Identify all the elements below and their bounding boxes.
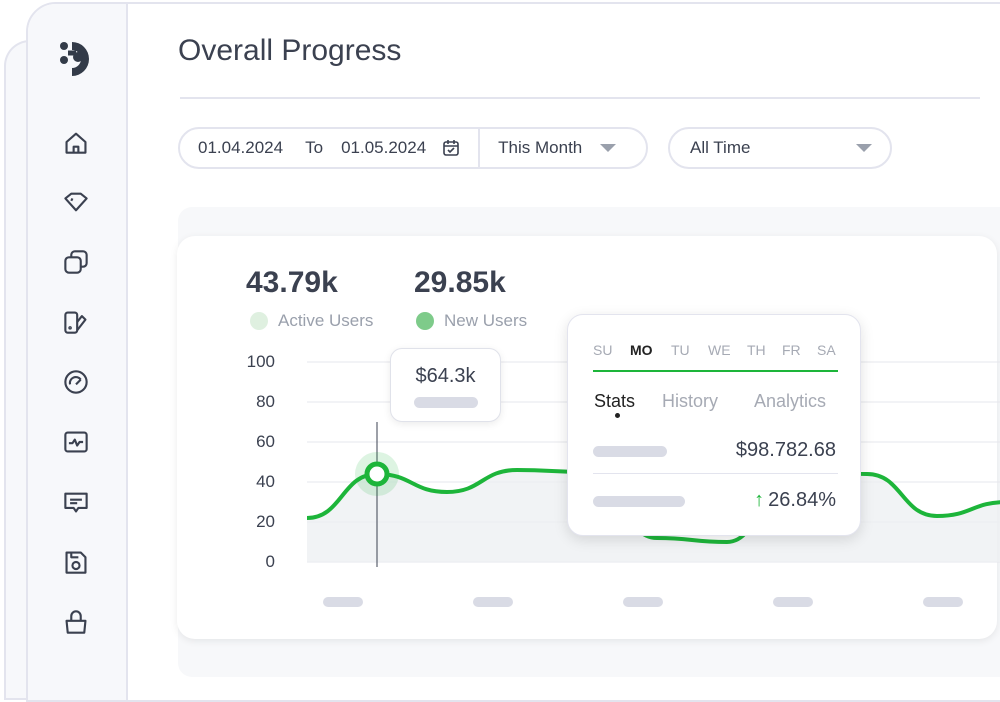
logo-icon <box>60 42 89 76</box>
y-tick-label: 80 <box>256 392 275 411</box>
home-icon <box>65 132 87 154</box>
sidebar-item-copy[interactable] <box>62 248 90 276</box>
tooltip-value: $64.3k <box>415 365 476 387</box>
y-tick-label: 20 <box>256 512 275 531</box>
calendar-icon[interactable] <box>442 139 460 157</box>
message-icon <box>64 492 88 513</box>
sidebar-item-speedometer[interactable] <box>62 368 90 396</box>
legend-dot <box>250 312 268 330</box>
copy-icon <box>64 250 88 274</box>
amount-value: $98.782.68 <box>735 439 836 461</box>
day-tu[interactable]: TU <box>671 342 690 358</box>
speedometer-icon <box>64 370 88 394</box>
chevron-down-icon <box>856 144 872 152</box>
sidebar-item-diamond[interactable] <box>62 188 90 216</box>
activity-icon <box>64 431 88 453</box>
period-select[interactable]: This Month <box>498 138 583 157</box>
day-underline <box>593 370 838 372</box>
sidebar <box>28 4 128 700</box>
tab-history[interactable]: History <box>662 391 719 411</box>
arrow-up-icon: ↑ <box>754 489 765 511</box>
sidebar-item-book-edit[interactable] <box>62 308 90 336</box>
range-select[interactable]: All Time <box>668 127 892 169</box>
x-tick-placeholder <box>323 597 363 607</box>
sidebar-item-message[interactable] <box>62 488 90 516</box>
date-to-input[interactable]: 01.05.2024 <box>341 138 427 157</box>
date-range-picker[interactable]: 01.04.2024 To 01.05.2024 This Month <box>178 127 648 169</box>
y-tick-label: 0 <box>265 552 275 571</box>
range-select-value: All Time <box>690 138 751 157</box>
stats-popup: SU MO TU WE TH FR SA Stats History Analytics $98… <box>567 314 861 536</box>
sidebar-item-activity[interactable] <box>62 428 90 456</box>
new-users-value: 29.85k <box>414 266 506 299</box>
day-sa[interactable]: SA <box>817 342 836 358</box>
tab-stats[interactable]: Stats <box>594 391 636 411</box>
legend-active-users: Active Users <box>250 311 373 331</box>
legend-dot <box>416 312 434 330</box>
series-line <box>306 465 1000 545</box>
y-tick-label: 60 <box>256 432 275 451</box>
bag-icon <box>65 610 87 634</box>
x-tick-placeholder <box>923 597 963 607</box>
y-tick-label: 100 <box>246 352 275 371</box>
x-tick-placeholder <box>473 597 513 607</box>
sidebar-item-save[interactable] <box>62 548 90 576</box>
tooltip-placeholder <box>413 397 478 408</box>
to-label: To <box>305 138 324 157</box>
day-th[interactable]: TH <box>747 342 766 358</box>
x-tick-placeholder <box>773 597 813 607</box>
save-icon <box>65 551 87 574</box>
day-we[interactable]: WE <box>708 342 731 358</box>
sidebar-item-bag[interactable] <box>62 608 90 636</box>
chevron-down-icon <box>600 144 617 152</box>
highlight-point[interactable] <box>364 461 390 487</box>
change-value: ↑ 26.84% <box>754 489 836 511</box>
x-tick-placeholder <box>623 597 663 607</box>
divider <box>180 97 980 99</box>
day-mo[interactable]: MO <box>630 342 653 358</box>
date-from-input[interactable]: 01.04.2024 <box>198 138 284 157</box>
active-tab-dot <box>615 413 620 418</box>
y-tick-label: 40 <box>256 472 275 491</box>
tab-analytics[interactable]: Analytics <box>754 391 827 411</box>
diamond-icon <box>64 192 88 212</box>
active-users-value: 43.79k <box>246 266 338 299</box>
sidebar-item-home[interactable] <box>62 128 90 156</box>
day-fr[interactable]: FR <box>782 342 801 358</box>
row-placeholder <box>593 496 685 507</box>
page-title: Overall Progress <box>178 34 402 67</box>
tooltip-pointer <box>439 421 455 430</box>
day-su[interactable]: SU <box>593 342 613 358</box>
divider <box>593 473 838 474</box>
row-placeholder <box>593 446 667 457</box>
value-tooltip: $64.3k <box>390 348 501 422</box>
legend-new-users: New Users <box>416 311 527 331</box>
book-edit-icon <box>64 311 87 334</box>
